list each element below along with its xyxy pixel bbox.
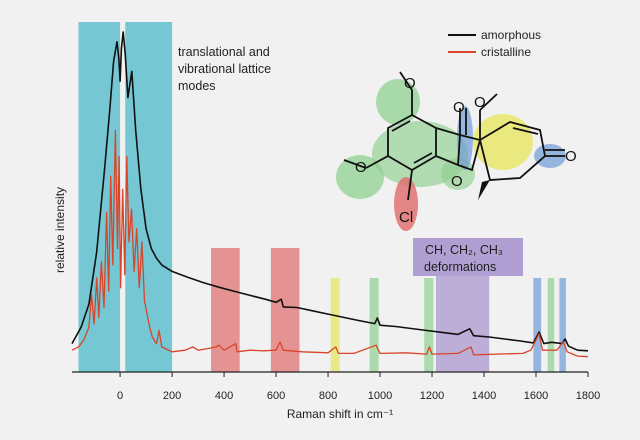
x-tick-label-1800: 1800 (576, 390, 600, 402)
band-7 (435, 276, 490, 372)
x-tick-label-1400: 1400 (472, 390, 496, 402)
x-tick-label-0: 0 (117, 390, 123, 402)
legend-label-cristalline: cristalline (481, 45, 531, 59)
series-layer (71, 31, 589, 358)
carbonyl-oxygen-symbol: O (453, 99, 465, 116)
methoxy-oxygen-symbol-left: O (355, 159, 367, 176)
enone-highlight (473, 114, 533, 170)
x-tick-label-200: 200 (163, 390, 181, 402)
x-axis-label: Raman shift in cm⁻¹ (287, 407, 393, 421)
x-tick-label-600: 600 (267, 390, 285, 402)
band-4 (330, 278, 340, 372)
legend: amorphous cristalline (448, 28, 541, 59)
ketone-oxygen-symbol: O (565, 148, 577, 165)
ch-label-box (413, 238, 523, 276)
series-line-cristalline (71, 129, 589, 358)
band-layer (78, 22, 566, 372)
ether-oxygen-symbol: O (451, 173, 463, 190)
ch-label-line-1: CH, CH₂, CH₃ (425, 243, 503, 257)
series-line-amorphous (71, 31, 589, 352)
carbonyl-highlight (457, 106, 473, 170)
x-tick-label-1200: 1200 (420, 390, 444, 402)
band-6 (424, 278, 434, 372)
legend-label-amorphous: amorphous (481, 28, 541, 42)
ch-label-line-2: deformations (424, 260, 496, 274)
chlorine-highlight (394, 177, 418, 231)
x-tick-label-1000: 1000 (368, 390, 392, 402)
lattice-label-line-2: vibrational lattice (178, 62, 271, 76)
band-9 (547, 278, 555, 372)
band-3 (270, 248, 300, 372)
band-5 (369, 278, 379, 372)
band-2 (211, 248, 240, 372)
methoxy-oxygen-symbol-top: O (404, 75, 416, 92)
methoxy-highlight-top (376, 79, 420, 125)
methoxy-oxygen-symbol-right: O (474, 94, 486, 111)
chlorine-label: Cl (399, 209, 413, 226)
wedge-bond (478, 180, 490, 200)
lattice-label-line-1: translational and (178, 45, 270, 59)
x-tick-label-1600: 1600 (524, 390, 548, 402)
x-tick-layer: 0 200 400 600 800 1000 1200 1400 1600 1800 (117, 372, 600, 402)
molecule-structure-diagram: O O O O O O Cl (336, 71, 577, 231)
x-tick-label-800: 800 (319, 390, 337, 402)
band-8 (533, 278, 542, 372)
lattice-label-line-3: modes (178, 79, 216, 93)
methoxy-highlight-left (336, 155, 384, 199)
x-tick-label-400: 400 (215, 390, 233, 402)
y-axis-label: relative intensity (53, 187, 67, 273)
band-10 (559, 278, 566, 372)
